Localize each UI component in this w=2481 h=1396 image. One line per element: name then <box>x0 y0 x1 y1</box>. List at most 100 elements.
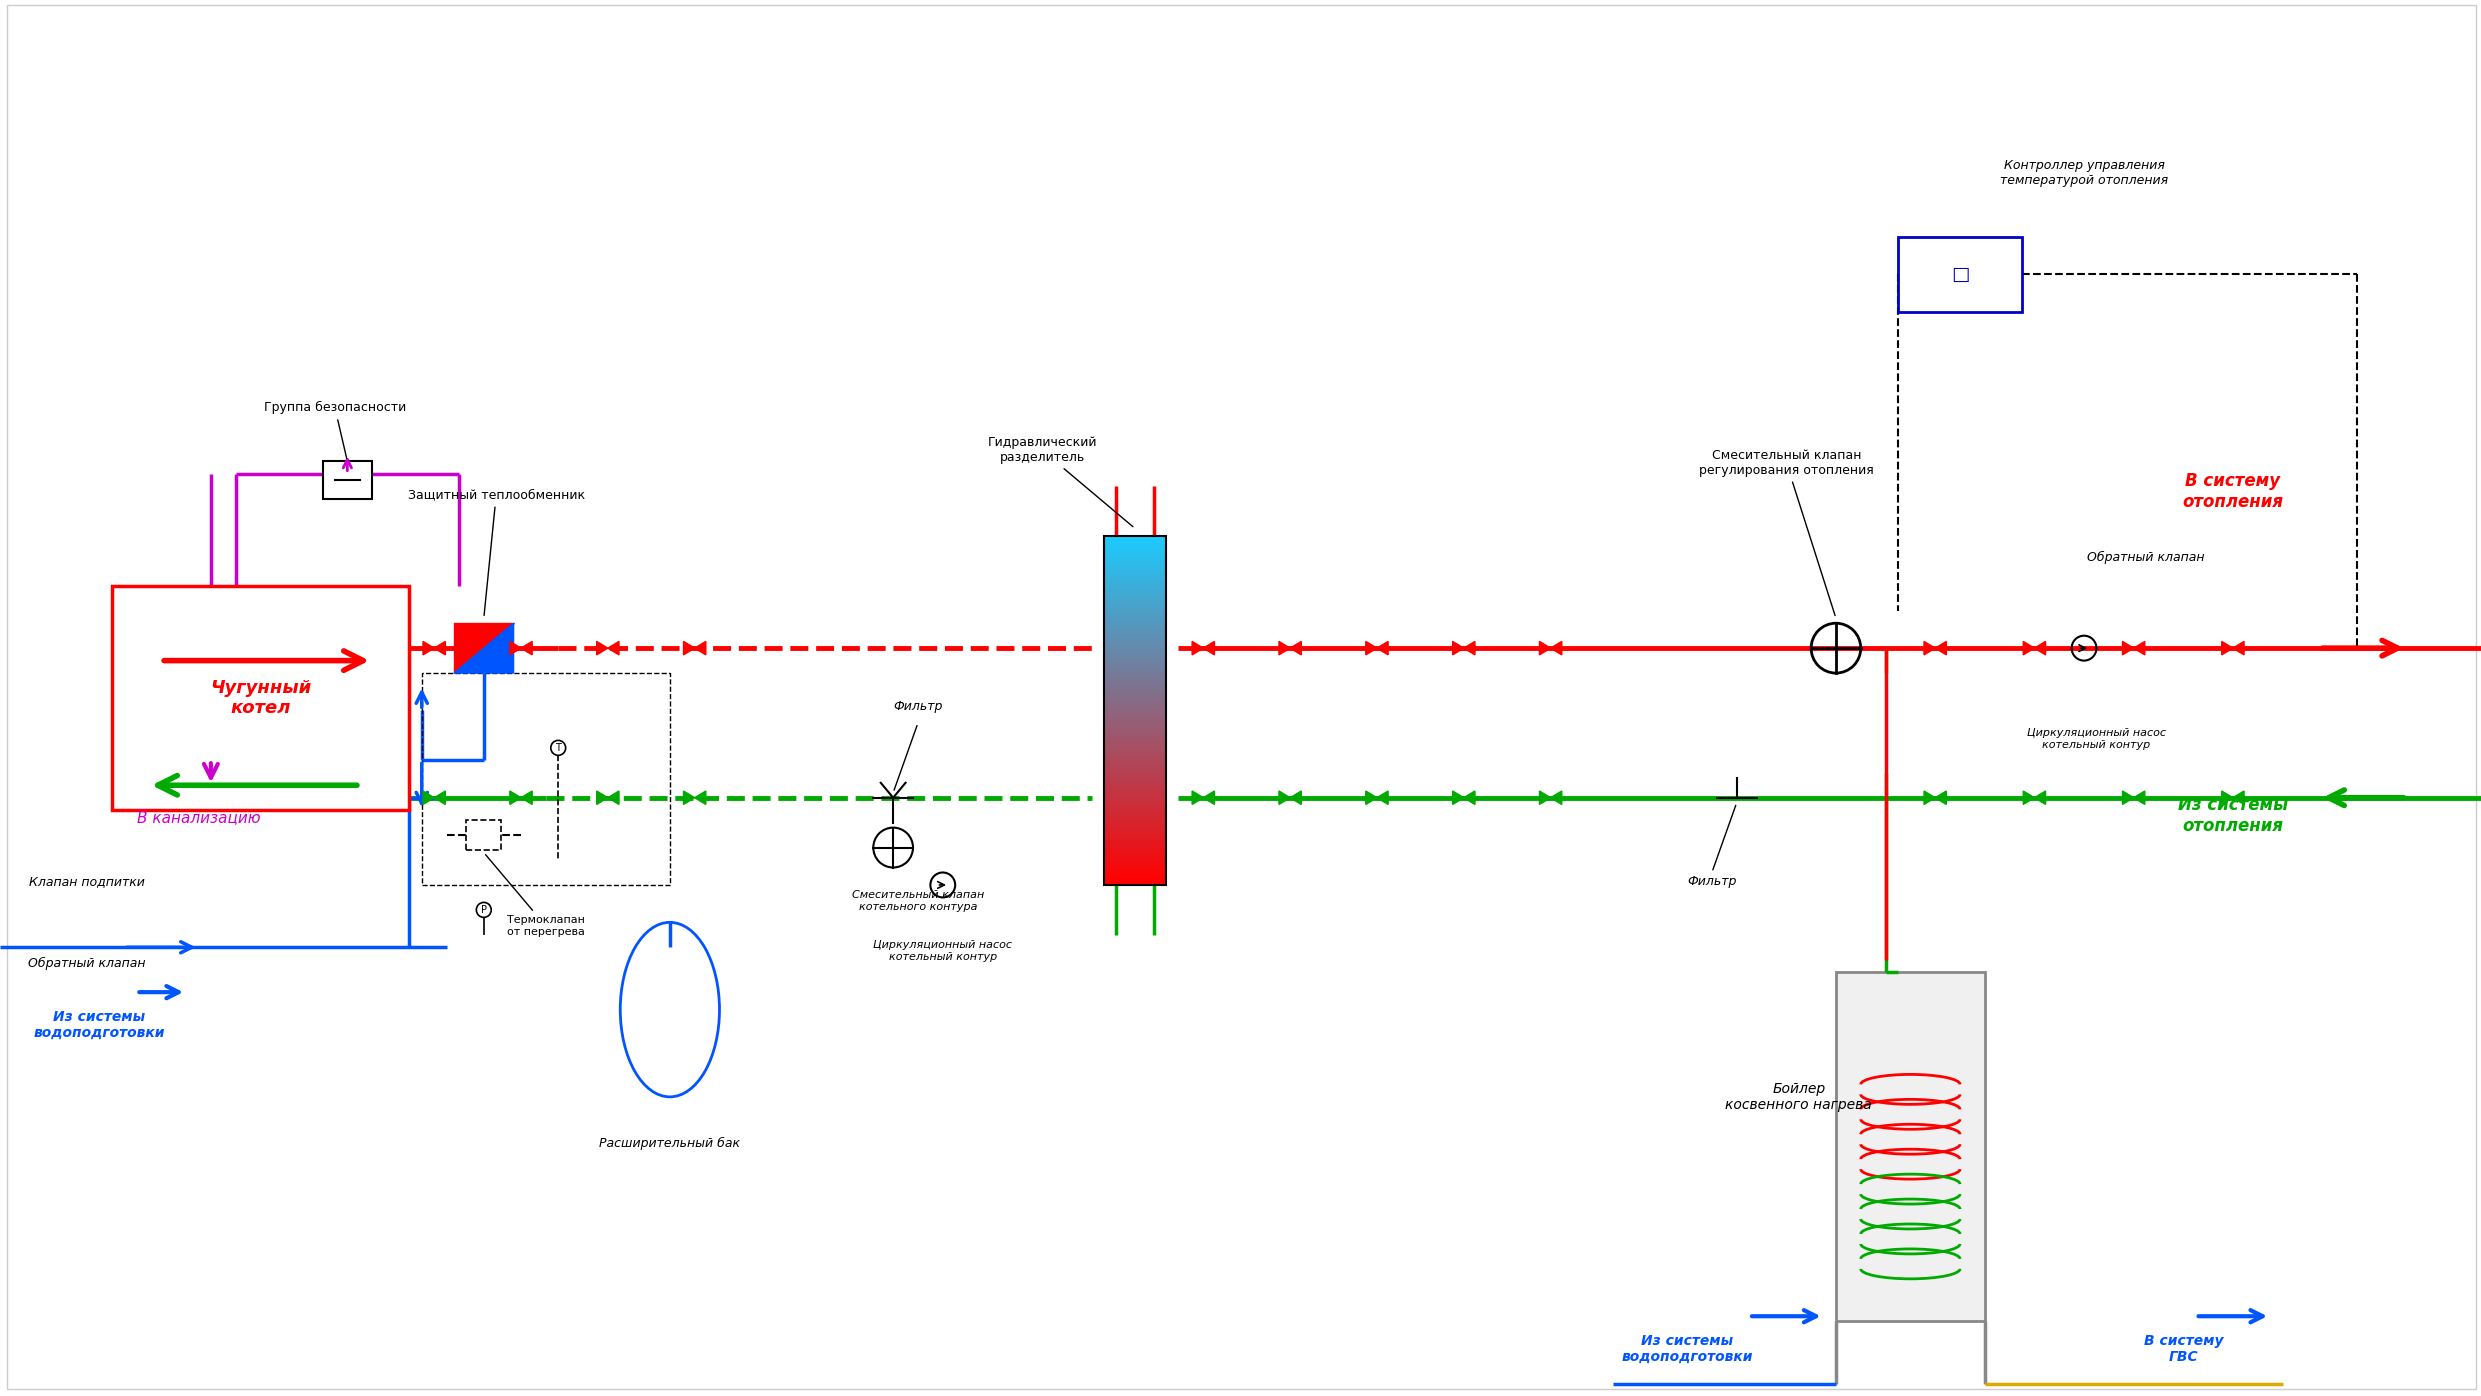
Bar <box>1104 644 1166 648</box>
Bar <box>1104 618 1166 623</box>
Bar <box>1104 807 1166 811</box>
Bar <box>1104 588 1166 592</box>
Polygon shape <box>1935 641 1948 655</box>
Text: Термоклапан
от перегрева: Термоклапан от перегрева <box>486 854 586 937</box>
Bar <box>1104 584 1166 588</box>
Bar <box>1104 567 1166 571</box>
Polygon shape <box>1538 792 1551 804</box>
Bar <box>1104 811 1166 815</box>
Polygon shape <box>685 792 695 804</box>
Polygon shape <box>511 792 521 804</box>
Text: Смесительный клапан
котельного контура: Смесительный клапан котельного контура <box>851 891 985 912</box>
Bar <box>1104 553 1166 557</box>
Bar <box>1104 695 1166 699</box>
Polygon shape <box>685 641 695 655</box>
Polygon shape <box>1464 641 1476 655</box>
Bar <box>1104 706 1166 711</box>
Polygon shape <box>1454 641 1464 655</box>
Text: В систему
ГВС: В систему ГВС <box>2144 1333 2223 1364</box>
Text: Группа безопасности: Группа безопасности <box>263 401 407 458</box>
Bar <box>1104 611 1166 616</box>
Polygon shape <box>1925 641 1935 655</box>
Polygon shape <box>2223 792 2233 804</box>
Bar <box>1104 832 1166 836</box>
Bar <box>1104 720 1166 725</box>
Bar <box>1104 658 1166 662</box>
Text: T: T <box>556 743 561 752</box>
Polygon shape <box>2233 641 2245 655</box>
Bar <box>1104 723 1166 727</box>
Polygon shape <box>1935 792 1948 804</box>
Polygon shape <box>434 641 447 655</box>
Polygon shape <box>434 792 447 804</box>
Bar <box>1104 536 1166 885</box>
Bar <box>1104 818 1166 822</box>
Text: Из системы
отопления: Из системы отопления <box>2178 796 2287 835</box>
Bar <box>1104 535 1166 539</box>
Bar <box>1104 828 1166 832</box>
Bar <box>1104 856 1166 860</box>
Bar <box>1104 839 1166 843</box>
Bar <box>1104 786 1166 790</box>
Bar <box>1104 860 1166 864</box>
Bar <box>1104 630 1166 634</box>
Bar <box>1104 821 1166 825</box>
Polygon shape <box>2233 792 2245 804</box>
Polygon shape <box>1290 641 1303 655</box>
Polygon shape <box>2124 792 2134 804</box>
Bar <box>1104 744 1166 748</box>
Text: Расширительный бак: Расширительный бак <box>600 1136 739 1150</box>
Polygon shape <box>1203 641 1216 655</box>
Polygon shape <box>1464 792 1476 804</box>
Text: В канализацию: В канализацию <box>136 810 261 825</box>
Bar <box>1104 748 1166 752</box>
Text: Из системы
водоподготовки: Из системы водоподготовки <box>1620 1333 1754 1364</box>
Bar <box>1104 597 1166 602</box>
Text: Клапан подпитки: Клапан подпитки <box>30 875 144 888</box>
Bar <box>1104 637 1166 641</box>
Polygon shape <box>2024 641 2034 655</box>
Polygon shape <box>1203 792 1216 804</box>
Bar <box>1104 604 1166 609</box>
Bar <box>1898 237 2022 311</box>
Bar <box>1104 755 1166 759</box>
Text: Чугунный
котел: Чугунный котел <box>211 678 310 718</box>
Polygon shape <box>1377 641 1389 655</box>
Bar <box>1104 877 1166 881</box>
Polygon shape <box>2024 792 2034 804</box>
Polygon shape <box>2134 641 2146 655</box>
Polygon shape <box>2223 641 2233 655</box>
Text: Обратный клапан: Обратный клапан <box>2087 551 2206 564</box>
Bar <box>466 821 501 850</box>
Text: □: □ <box>1950 265 1970 283</box>
Bar <box>1104 713 1166 718</box>
Text: Фильтр: Фильтр <box>1687 875 1737 888</box>
Bar <box>1104 762 1166 766</box>
Text: Смесительный клапан
регулирования отопления: Смесительный клапан регулирования отопле… <box>1699 448 1873 616</box>
Bar <box>1104 671 1166 676</box>
Bar <box>1104 542 1166 546</box>
Polygon shape <box>454 623 514 673</box>
Text: P: P <box>481 905 486 914</box>
Bar <box>1104 814 1166 818</box>
Bar <box>1104 651 1166 655</box>
Polygon shape <box>454 623 514 673</box>
Bar <box>1104 632 1166 637</box>
Bar <box>1104 730 1166 734</box>
Text: Циркуляционный насос
котельный контур: Циркуляционный насос котельный контур <box>2027 729 2166 750</box>
Text: Контроллер управления
температурой отопления: Контроллер управления температурой отопл… <box>2000 159 2168 187</box>
Bar <box>1104 758 1166 762</box>
Polygon shape <box>2034 792 2047 804</box>
Bar <box>1104 609 1166 613</box>
Bar <box>1104 674 1166 678</box>
Bar <box>1104 692 1166 697</box>
Bar <box>1104 549 1166 553</box>
Bar <box>1104 835 1166 839</box>
Polygon shape <box>1280 641 1290 655</box>
Polygon shape <box>598 792 608 804</box>
Bar <box>1104 867 1166 871</box>
Polygon shape <box>2124 641 2134 655</box>
Bar <box>323 461 372 498</box>
Polygon shape <box>422 792 434 804</box>
Bar <box>1104 776 1166 780</box>
